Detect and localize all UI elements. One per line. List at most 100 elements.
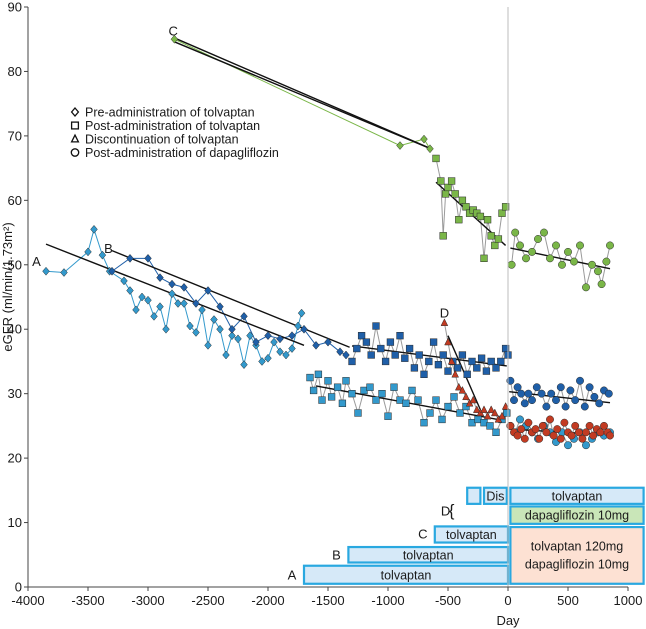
- series-b-square-point: [453, 364, 462, 372]
- series-c-diamond-point: [420, 134, 428, 144]
- series-d-circle-point: [517, 425, 526, 434]
- series-b-square-point: [391, 351, 399, 359]
- series-d-triangle-point: [487, 405, 496, 413]
- legend-label: Discontinuation of tolvaptan: [85, 133, 239, 147]
- curve-label-c: C: [169, 23, 178, 38]
- series-b-circle-point: [590, 392, 599, 401]
- series-b-diamond-point: [156, 273, 164, 283]
- series-d-circle-point: [582, 428, 590, 437]
- series-d-circle-point: [531, 425, 540, 434]
- series-a-square-point: [314, 370, 323, 378]
- series-a-pre-tolvaptan-line: [45, 227, 303, 365]
- series-c-diamond-point: [426, 144, 434, 154]
- series-b-circle-point: [520, 399, 529, 408]
- series-a-diamond-point: [84, 247, 92, 257]
- series-d-triangle-point: [490, 408, 499, 417]
- combined-box-line1: tolvaptan 120mg: [531, 539, 623, 553]
- series-a-square-point: [432, 396, 440, 404]
- series-a-circle-point: [564, 441, 572, 450]
- series-d-triangle-point: [451, 369, 460, 378]
- series-a-diamond-point: [216, 324, 224, 334]
- series-b-square-point: [487, 357, 495, 366]
- series-b-diamond-point: [168, 279, 176, 289]
- series-b-diamond-point: [300, 324, 308, 334]
- bar-group-label: B: [332, 547, 341, 562]
- series-c-square-point: [501, 203, 510, 211]
- series-c-square-point: [494, 235, 503, 243]
- series-b-square-point: [468, 357, 476, 366]
- series-b-diamond-point: [276, 334, 284, 344]
- bar-group-label: C: [418, 527, 427, 542]
- series-b-circle-point: [528, 396, 536, 405]
- y-axis-title: eGFR (ml/min/1.73m²): [0, 222, 15, 351]
- series-d-circle-point: [520, 434, 529, 443]
- series-b-square-point: [381, 357, 390, 366]
- bar-group-label: A: [288, 567, 297, 582]
- series-c-square-point: [458, 196, 467, 204]
- series-d-circle-point: [556, 434, 565, 443]
- series-d-triangle-point: [444, 337, 452, 346]
- series-b-square-point: [357, 332, 366, 340]
- x-tick-label: -4000: [11, 593, 44, 608]
- series-a-square-point: [426, 409, 434, 417]
- series-a-diamond-point: [186, 321, 194, 331]
- series-b-circle-point: [585, 383, 594, 392]
- series-c-square-point: [451, 190, 459, 198]
- series-a-square-point: [444, 402, 452, 411]
- series-a-diamond-point: [156, 302, 164, 312]
- legend-triangle-icon: [70, 133, 80, 143]
- x-tick-label: 0: [504, 593, 511, 608]
- series-a-square-point: [384, 412, 392, 420]
- series-c-circle-point: [540, 228, 548, 237]
- legend-square-icon: [70, 121, 80, 130]
- series-b-square-point: [353, 344, 361, 353]
- series-c-diamond-point: [396, 141, 404, 150]
- series-c-circle-point: [534, 235, 542, 243]
- series-d-circle-point: [549, 431, 558, 440]
- series-b-circle-point: [604, 389, 613, 398]
- combined-box-line2: dapagliflozin 10mg: [525, 557, 629, 571]
- series-c-circle-point: [546, 254, 554, 263]
- series-a-square-point: [338, 399, 347, 407]
- series-c-square-point: [439, 232, 447, 240]
- x-tick-label: -3500: [71, 593, 104, 608]
- series-a-square-point: [318, 396, 326, 404]
- series-a-diamond-point: [264, 353, 272, 363]
- series-d-triangle-point: [454, 382, 463, 391]
- series-b-circle-point: [532, 383, 541, 392]
- series-a-diamond-point: [150, 311, 158, 321]
- series-b-circle-point: [513, 383, 522, 392]
- series-b-square-point: [401, 354, 409, 362]
- series-d-circle-point: [546, 415, 554, 424]
- series-c-square-point: [491, 241, 499, 250]
- series-a-diamond-point: [60, 268, 68, 277]
- series-b-circle-point: [595, 399, 604, 408]
- treatment-bar-label: tolvaptan: [446, 528, 497, 542]
- series-b-square-point: [492, 364, 500, 372]
- series-c-diamond-point: [170, 34, 179, 44]
- series-b-diamond-point: [216, 302, 224, 312]
- curve-label-b: B: [104, 241, 113, 256]
- series-d-circle-point: [538, 421, 547, 430]
- series-c-square-point: [444, 183, 452, 192]
- series-a-square-point: [438, 415, 446, 424]
- series-a-diamond-point: [98, 250, 107, 260]
- series-d-triangle-point: [501, 402, 510, 410]
- series-b-circle-point: [537, 389, 546, 398]
- series-a-diamond-point: [180, 299, 188, 308]
- series-d-circle-point: [524, 418, 533, 427]
- series-c-circle-point: [602, 257, 611, 266]
- series-a-square-point: [354, 409, 362, 417]
- series-b-square-point: [429, 338, 438, 346]
- y-tick-label: 60: [8, 193, 22, 208]
- series-d-triangle-point: [480, 405, 488, 413]
- legend-diamond-icon: [70, 106, 80, 118]
- series-d-triangle-point: [447, 356, 456, 365]
- series-a-diamond-point: [120, 276, 128, 286]
- trendline-b-pre: [111, 249, 350, 348]
- series-c-circle-point: [511, 228, 520, 237]
- series-c-square-point: [462, 203, 470, 211]
- x-tick-label: -2000: [251, 593, 284, 608]
- series-b-circle-point: [524, 389, 533, 398]
- series-c-circle-point: [588, 260, 596, 269]
